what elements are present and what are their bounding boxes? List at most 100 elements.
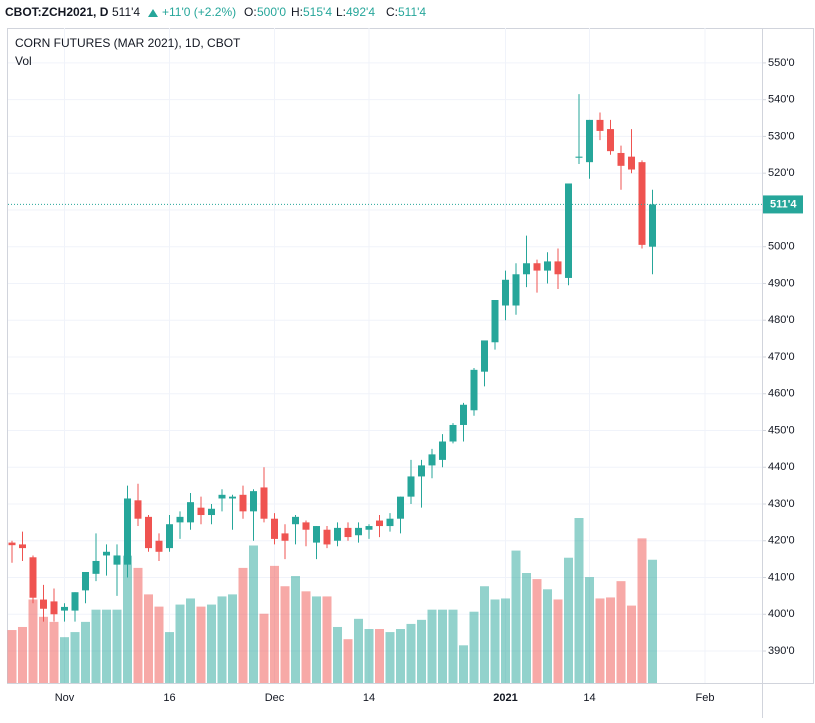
volume-bar [459,645,468,683]
volume-bar [207,604,216,683]
candle-body [649,204,656,247]
y-tick-label: 480'0 [768,314,795,326]
candle-body [61,606,68,611]
chart-title: CORN FUTURES (MAR 2021), 1D, CBOT [15,36,241,50]
volume-bar [301,591,311,683]
volume-pane [7,518,657,683]
candle-body [397,496,404,519]
y-tick-label: 440'0 [768,461,795,473]
candle-body [481,340,488,372]
candle-body [271,518,278,539]
volume-bar [364,629,374,683]
candle-body [239,494,247,512]
candle-body [218,494,226,499]
candle-body [470,369,478,411]
candle-body [29,557,37,598]
volume-bar [354,618,363,683]
volume-bar [133,567,143,683]
volume-bar [375,629,384,683]
volume-bar [648,559,657,683]
axes: 390'0 400'0 410'0 420'0 430'0 440'0 450'0 460'0… [8,57,803,704]
volume-bar [448,609,458,683]
candle-body [565,183,572,278]
low: 492'4 [346,5,375,19]
close: 511'4 [398,5,426,19]
candle-body [250,491,257,512]
candle-body [187,502,194,523]
candle-body [71,592,79,611]
y-tick-label: 420'0 [768,535,795,547]
candle-body [449,424,457,442]
volume-bar [217,596,227,683]
header: CBOT:ZCH2021, D 511'4 +11'0 (+2.2%) O: 5… [5,5,426,19]
candle-body [554,261,562,275]
x-tick-label: 14 [363,692,375,704]
high-label: H: [291,5,303,19]
x-tick-label: Dec [265,692,285,704]
y-tick-label: 400'0 [768,608,795,620]
up-arrow [148,9,158,17]
volume-bar [154,606,164,683]
volume-bar [553,599,563,683]
volume-bar [91,609,101,683]
candle-body [113,555,121,565]
candle-body [544,261,551,271]
candle-body [365,526,373,530]
volume-bar [417,619,426,683]
x-tick-label: Feb [696,692,715,704]
candle-body [82,571,89,591]
candle-body [313,526,320,543]
volume-bar [18,626,27,683]
volume-bar [343,639,353,683]
candle-body [8,542,16,546]
volume-bar [7,630,17,683]
candle-body [418,465,425,477]
last-price-box [763,195,803,214]
y-tick-label: 430'0 [768,498,795,510]
volume-bar [280,586,290,683]
candle-body [197,507,205,516]
volume-bar [532,579,542,683]
x-tick-label: 14 [583,692,595,704]
candle-body [292,516,299,525]
change: +11'0 (+2.2%) [162,5,236,19]
open-label: O: [244,5,257,19]
volume-bar [627,605,636,683]
candle-body [40,599,47,609]
candle-body [617,152,625,166]
high: 515'4 [303,5,332,19]
volume-bar [427,609,437,683]
volume-bar [175,604,185,683]
volume-bar [259,613,269,683]
volume-bar [501,598,510,683]
candle-body [334,527,341,541]
volume-bar [480,586,489,683]
y-tick-label: 520'0 [768,167,795,179]
candles [8,94,656,622]
volume-bar [291,576,300,683]
candle-body [533,263,541,271]
candle-body [208,508,215,516]
volume-bar [186,598,195,683]
candle-body [134,500,142,519]
open: 500'0 [257,5,286,19]
x-tick-label: 16 [163,692,175,704]
x-tick-label: 2021 [493,692,517,704]
candle-body [355,527,362,536]
volume-bar [543,589,552,683]
candle-body [166,524,173,549]
volume-bar [406,623,416,683]
y-tick-label: 460'0 [768,388,795,400]
volume-bar [574,518,584,683]
volume-bar [39,616,48,683]
candle-body [19,544,26,549]
candle-body [607,129,614,152]
candle-body [575,156,583,158]
candle-body [103,551,110,556]
volume-bar [49,621,59,683]
chart-subtitle: Vol [15,54,32,68]
candle-body [145,516,152,549]
y-tick-label: 500'0 [768,241,795,253]
